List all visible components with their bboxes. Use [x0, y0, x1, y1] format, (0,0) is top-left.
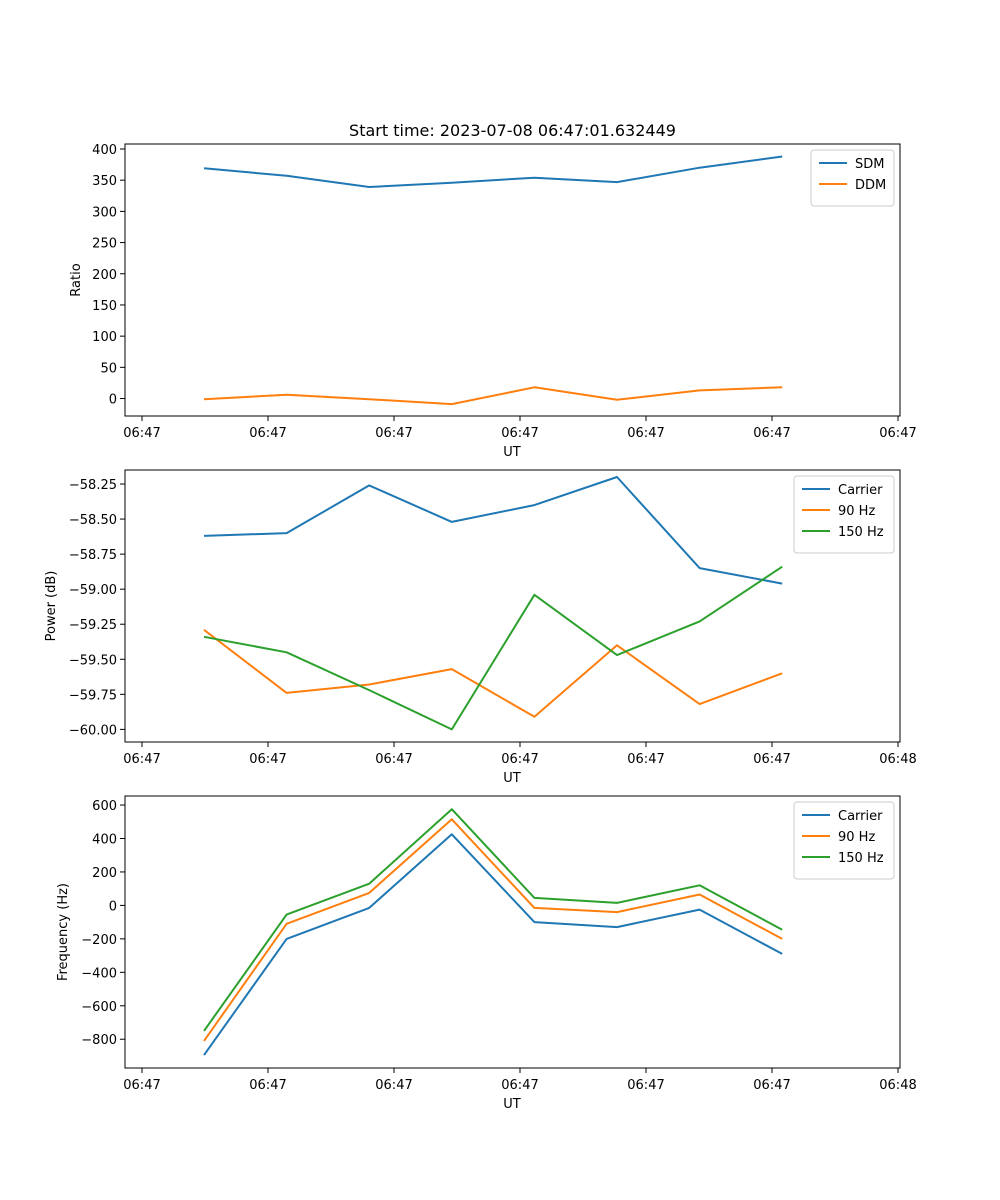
x-tick-label: 06:47	[753, 1078, 790, 1093]
y-tick-label: −600	[81, 1000, 117, 1015]
x-tick-label: 06:47	[501, 1078, 538, 1093]
x-tick-label: 06:47	[249, 752, 286, 767]
legend: SDM DDM	[810, 149, 895, 207]
plot-frame	[124, 469, 901, 743]
y-tick-label: −800	[81, 1033, 117, 1048]
x-tick-label: 06:47	[123, 426, 160, 441]
y-tick-label: −58.50	[69, 513, 117, 528]
x-tick-label: 06:48	[879, 1078, 916, 1093]
y-tick-label: 400	[92, 832, 117, 847]
x-axis-label: UT	[503, 1097, 521, 1112]
y-tick-label: 150	[92, 299, 117, 314]
x-axis-label: UT	[503, 771, 521, 786]
y-tick-label: 200	[92, 268, 117, 283]
y-tick-label: −60.00	[69, 723, 117, 738]
legend-label: SDM	[855, 157, 884, 172]
y-tick-label: −59.25	[69, 618, 117, 633]
series-line-150-hz	[203, 565, 783, 731]
series-line-sdm	[203, 155, 783, 188]
y-tick-label: −59.00	[69, 583, 117, 598]
legend-box	[793, 801, 895, 880]
x-tick-label: 06:48	[879, 752, 916, 767]
x-tick-label: 06:47	[627, 752, 664, 767]
y-tick-label: −58.75	[69, 548, 117, 563]
legend-box	[793, 475, 895, 554]
y-tick-label: 200	[92, 866, 117, 881]
x-axis-label: UT	[503, 445, 521, 460]
x-tick-label: 06:47	[123, 752, 160, 767]
legend-label: 150 Hz	[838, 851, 884, 866]
x-tick-label: 06:47	[627, 426, 664, 441]
y-tick-label: 350	[92, 174, 117, 189]
figure-title: Start time: 2023-07-08 06:47:01.632449	[349, 121, 676, 140]
plot-frame	[124, 795, 901, 1069]
y-axis-label: Ratio	[69, 263, 84, 296]
chart-3: 06:47 06:47 06:47 06:47 06:47 06:47 06:48 600 40…	[56, 795, 917, 1112]
legend-label: Carrier	[838, 483, 883, 498]
y-tick-label: 100	[92, 330, 117, 345]
x-tick-label: 06:47	[375, 426, 412, 441]
x-tick-label: 06:47	[375, 752, 412, 767]
series-line-150-hz	[203, 808, 783, 1032]
x-tick-label: 06:47	[879, 426, 916, 441]
series-line-carrier	[203, 833, 783, 1056]
x-tick-label: 06:47	[753, 426, 790, 441]
y-tick-label: −400	[81, 966, 117, 981]
y-tick-label: 300	[92, 205, 117, 220]
legend: Carrier 90 Hz 150 Hz	[793, 801, 895, 880]
x-tick-label: 06:47	[753, 752, 790, 767]
x-tick-label: 06:47	[249, 1078, 286, 1093]
y-tick-label: −59.50	[69, 653, 117, 668]
legend-label: Carrier	[838, 809, 883, 824]
x-tick-label: 06:47	[249, 426, 286, 441]
legend-label: 150 Hz	[838, 525, 884, 540]
y-tick-label: 0	[109, 899, 117, 914]
chart-1: 06:47 06:47 06:47 06:47 06:47 06:47 06:47 0 50 10…	[69, 143, 917, 460]
plot-frame	[124, 143, 901, 417]
series-line-carrier	[203, 476, 783, 585]
y-axis-label: Power (dB)	[44, 571, 59, 642]
y-tick-label: 600	[92, 799, 117, 814]
legend-label: 90 Hz	[838, 830, 875, 845]
legend: Carrier 90 Hz 150 Hz	[793, 475, 895, 554]
series-line-90-hz	[203, 818, 783, 1042]
y-tick-label: 250	[92, 237, 117, 252]
series-line-ddm	[203, 386, 783, 406]
x-tick-label: 06:47	[123, 1078, 160, 1093]
legend-label: DDM	[855, 178, 886, 193]
x-tick-label: 06:47	[627, 1078, 664, 1093]
y-tick-label: −200	[81, 933, 117, 948]
series-line-90-hz	[203, 629, 783, 718]
y-tick-label: 400	[92, 143, 117, 158]
y-tick-label: 50	[100, 361, 117, 376]
chart-2: 06:47 06:47 06:47 06:47 06:47 06:47 06:48 −58.2…	[44, 469, 917, 786]
x-tick-label: 06:47	[501, 426, 538, 441]
y-tick-label: −59.75	[69, 688, 117, 703]
y-tick-label: 0	[109, 393, 117, 408]
x-tick-label: 06:47	[501, 752, 538, 767]
y-tick-label: −58.25	[69, 478, 117, 493]
charts: 06:47 06:47 06:47 06:47 06:47 06:47 06:47 0 50 10…	[44, 143, 917, 1112]
legend-label: 90 Hz	[838, 504, 875, 519]
x-tick-label: 06:47	[375, 1078, 412, 1093]
y-axis-label: Frequency (Hz)	[56, 883, 71, 981]
